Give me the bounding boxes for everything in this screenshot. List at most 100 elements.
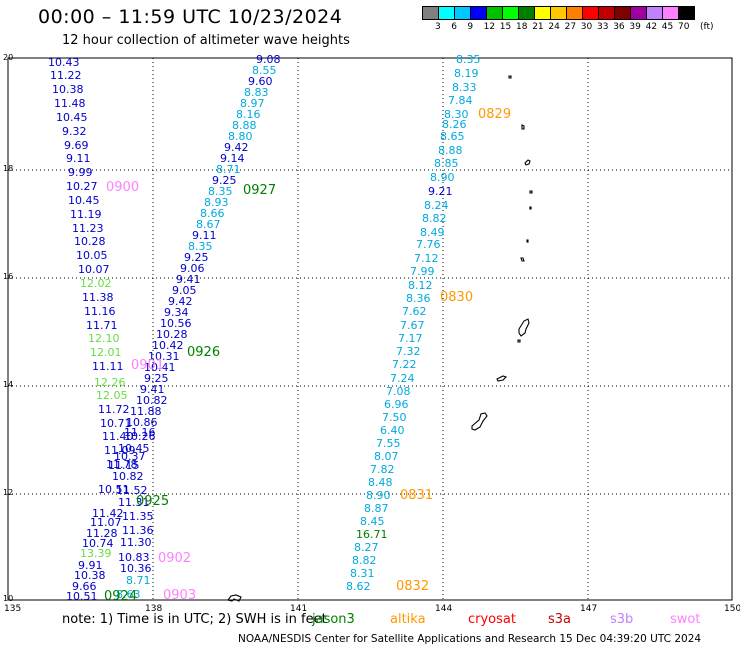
wave-height-label: 11.28 xyxy=(86,527,118,540)
wave-height-label: 11.16 xyxy=(84,305,116,318)
wave-height-label: 9.11 xyxy=(192,229,217,242)
wave-height-label: 11.71 xyxy=(86,319,118,332)
scale-label: 9 xyxy=(467,22,474,32)
wave-height-label: 9.60 xyxy=(248,75,273,88)
scale-unit: (ft) xyxy=(700,22,714,32)
wave-height-label: 8.90 xyxy=(366,489,391,502)
island xyxy=(518,318,530,337)
wave-height-label: 11.30 xyxy=(120,536,152,549)
scale-label: 30 xyxy=(580,22,593,32)
island xyxy=(529,190,533,194)
wave-height-label: 8.62 xyxy=(346,580,371,593)
wave-height-label: 9.66 xyxy=(72,580,97,593)
wave-height-label: 6.40 xyxy=(380,424,405,437)
island xyxy=(524,159,531,166)
wave-height-label: 12.02 xyxy=(80,277,112,290)
lat-tick-label: 14 xyxy=(3,380,13,389)
wave-height-label: 11.09 xyxy=(104,444,136,457)
wave-height-label: 8.71 xyxy=(126,574,151,587)
color-scale xyxy=(422,6,695,20)
map-frame xyxy=(7,57,733,601)
wave-height-label: 11.48 xyxy=(54,97,86,110)
wave-height-label: 7.24 xyxy=(390,372,415,385)
wave-height-label: 7.82 xyxy=(370,463,395,476)
lon-tick-label: 138 xyxy=(145,604,162,614)
scale-label: 6 xyxy=(451,22,457,32)
wave-height-label: 9.21 xyxy=(428,185,453,198)
wave-height-label: 10.27 xyxy=(66,180,98,193)
pass-time-label: 0902 xyxy=(158,551,191,566)
wave-height-label: 7.76 xyxy=(416,238,441,251)
island-outlines xyxy=(227,75,533,602)
wave-height-label: 6.96 xyxy=(384,398,409,411)
wave-height-label: 9.08 xyxy=(256,53,281,66)
wave-height-label: 11.19 xyxy=(70,208,102,221)
wave-height-label: 10.31 xyxy=(148,350,180,363)
scale-label: 18 xyxy=(516,22,528,32)
wave-height-label: 9.32 xyxy=(62,125,87,138)
pass-time-label: 0925 xyxy=(136,494,169,509)
lat-tick-label: 16 xyxy=(3,272,13,281)
wave-height-label: 11.11 xyxy=(92,360,124,373)
wave-height-label: 9.25 xyxy=(212,174,237,187)
pass-time-label: 0832 xyxy=(396,579,429,594)
satellite-altika: altika xyxy=(390,612,426,627)
wave-height-label: 11.78 xyxy=(106,458,138,471)
wave-height-label: 10.07 xyxy=(78,263,110,276)
wave-height-label: 10.45 xyxy=(118,442,150,455)
wave-height-label: 8.24 xyxy=(424,199,449,212)
wave-height-label: 10.28 xyxy=(156,328,188,341)
scale-label: 12 xyxy=(483,22,496,32)
wave-height-label: 10.36 xyxy=(120,562,152,575)
wave-height-label: 8.88 xyxy=(438,144,463,157)
wave-height-label: 11.16 xyxy=(124,426,156,439)
lon-tick-label: 144 xyxy=(435,604,452,614)
wave-height-label: 7.50 xyxy=(382,411,407,424)
wave-height-label: 10.45 xyxy=(56,111,88,124)
island xyxy=(471,412,488,431)
pass-time-label: 0924 xyxy=(104,589,137,604)
wave-height-label: 9.42 xyxy=(168,295,193,308)
wave-height-label: 7.62 xyxy=(402,305,427,318)
wave-height-label: 8.35 xyxy=(456,53,481,66)
wave-height-label: 8.65 xyxy=(440,130,465,143)
wave-height-label: 11.22 xyxy=(50,69,82,82)
wave-height-label: 8.55 xyxy=(252,64,277,77)
satellite-jason3: jason3 xyxy=(312,612,355,627)
wave-height-label: 10.45 xyxy=(68,194,100,207)
wave-height-label: 7.32 xyxy=(396,345,421,358)
lat-tick-label: 10 xyxy=(3,594,13,603)
scale-label: 27 xyxy=(564,22,577,32)
wave-height-label: 7.17 xyxy=(398,332,423,345)
wave-height-label: 13.39 xyxy=(80,547,112,560)
island xyxy=(496,375,508,382)
wave-height-label: 10.82 xyxy=(112,470,144,483)
axis-labels: 135 138 141 144 147 150 20 18 16 14 12 10 xyxy=(3,53,740,614)
map-subtitle: 12 hour collection of altimeter wave hei… xyxy=(62,33,350,48)
wave-height-label: 7.55 xyxy=(376,437,401,450)
scale-label: 39 xyxy=(629,22,641,32)
wave-height-label: 10.38 xyxy=(52,83,84,96)
island xyxy=(520,257,525,262)
wave-height-label: 9.34 xyxy=(164,306,189,319)
wave-height-label: 7.08 xyxy=(386,385,411,398)
wave-height-label: 10.38 xyxy=(74,569,106,582)
wave-height-label: 7.22 xyxy=(392,358,417,371)
scale-label: 45 xyxy=(661,22,674,32)
satellite-swot: swot xyxy=(670,612,701,627)
wave-height-label: 10.82 xyxy=(136,394,168,407)
scale-label: 36 xyxy=(613,22,625,32)
wave-height-label: 8.48 xyxy=(368,476,393,489)
wave-height-label: 8.31 xyxy=(350,567,375,580)
pass-time-label: 0927 xyxy=(243,183,276,198)
wave-height-label: 9.41 xyxy=(140,383,165,396)
wave-height-label: 8.82 xyxy=(422,212,447,225)
wave-height-label: 10.28 xyxy=(74,235,106,248)
pass-time-label: 0900 xyxy=(106,180,139,195)
wave-height-label: 8.19 xyxy=(454,67,479,80)
pass-time-labels: 0829 0900 0927 0830 0926 0901 0831 0925 0902 0832… xyxy=(104,107,511,604)
altimeter-tracks: 10.4311.2210.3811.4810.459.329.699.119.9… xyxy=(48,53,481,603)
wave-height-label: 11.15 xyxy=(108,459,140,472)
wave-height-label: 8.27 xyxy=(354,541,379,554)
